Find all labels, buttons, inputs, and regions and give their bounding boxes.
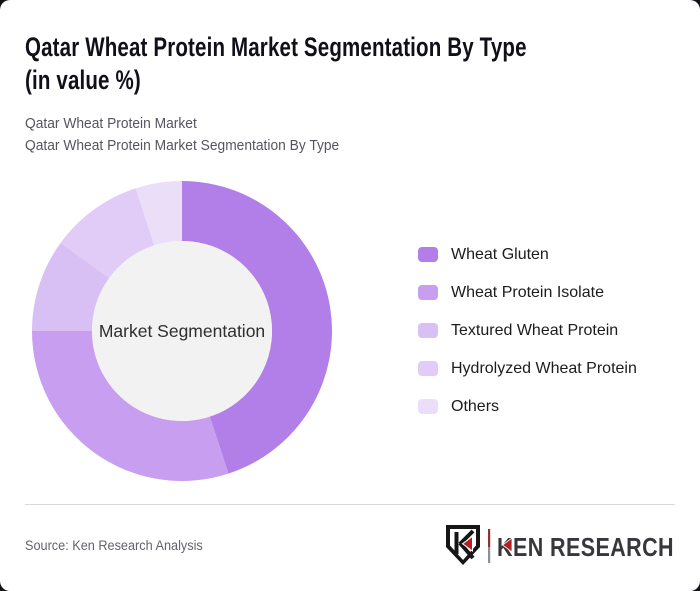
legend-swatch [418, 285, 438, 300]
logo-k-accent-triangle [501, 537, 513, 553]
donut-segment [135, 181, 182, 246]
legend-item: Others [418, 397, 637, 416]
page-title-line2: (in value %) [25, 65, 141, 95]
legend-item: Wheat Gluten [418, 245, 637, 264]
donut-chart: Market Segmentation [32, 181, 332, 481]
logo-separator [488, 529, 491, 563]
donut-segment [32, 331, 229, 481]
page-subtitle: Qatar Wheat Protein Market Qatar Wheat P… [25, 113, 339, 157]
donut-chart-svg [32, 181, 332, 481]
page-title-line1: Qatar Wheat Protein Market Segmentation … [25, 32, 527, 62]
donut-segment [60, 188, 155, 279]
subtitle-line2: Qatar Wheat Protein Market Segmentation … [25, 137, 340, 154]
legend-swatch [418, 247, 438, 262]
legend-item: Hydrolyzed Wheat Protein [418, 359, 637, 378]
legend-label: Hydrolyzed Wheat Protein [451, 359, 637, 377]
page-title: Qatar Wheat Protein Market Segmentation … [25, 31, 527, 97]
legend-swatch [418, 323, 438, 338]
chart-legend: Wheat Gluten Wheat Protein Isolate Texture… [418, 245, 637, 416]
legend-swatch [418, 399, 438, 414]
legend-item: Wheat Protein Isolate [418, 283, 637, 302]
logo-shield-icon [446, 525, 480, 565]
donut-segment [32, 242, 110, 331]
legend-label: Others [451, 397, 500, 415]
legend-item: Textured Wheat Protein [418, 321, 637, 340]
logo-brand-text: KEN RESEARCH [497, 534, 674, 562]
source-text: Source: Ken Research Analysis [25, 538, 203, 553]
legend-label: Textured Wheat Protein [451, 321, 619, 339]
donut-hole [92, 241, 272, 421]
donut-segment [182, 181, 332, 474]
legend-swatch [418, 361, 438, 376]
legend-label: Wheat Protein Isolate [451, 283, 604, 301]
footer-divider [25, 504, 675, 505]
ken-research-logo: KEN RESEARCH [446, 525, 674, 565]
legend-label: Wheat Gluten [451, 245, 549, 263]
subtitle-line1: Qatar Wheat Protein Market [25, 115, 197, 132]
